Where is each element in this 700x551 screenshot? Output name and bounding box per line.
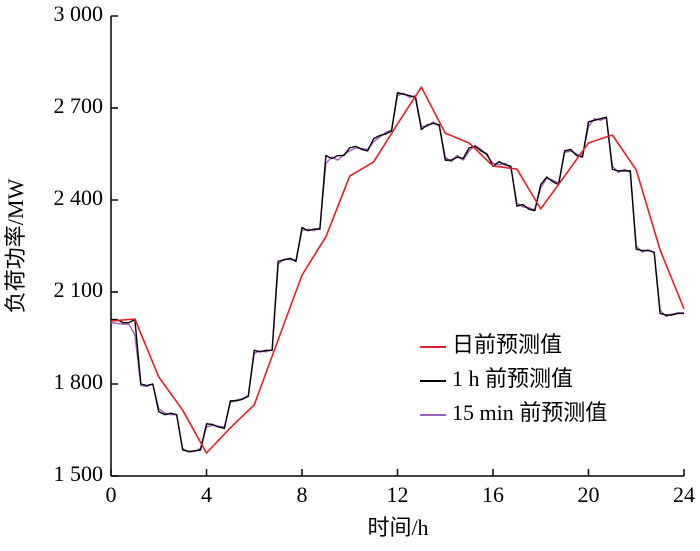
legend-label: 日前预测值	[452, 332, 562, 357]
y-tick-label: 3 000	[54, 1, 104, 26]
x-tick-label: 20	[578, 482, 600, 507]
series-line	[111, 91, 684, 453]
y-axis-title: 负荷功率/MW	[3, 179, 28, 314]
y-tick-label: 1 800	[54, 369, 104, 394]
x-tick-label: 8	[297, 482, 308, 507]
y-tick-label: 1 500	[54, 461, 104, 486]
x-tick-label: 4	[201, 482, 212, 507]
series-line	[110, 92, 684, 453]
series-line	[110, 86, 685, 454]
x-tick-label: 12	[387, 482, 409, 507]
y-tick-label: 2 400	[54, 185, 104, 210]
legend-label: 15 min 前预测值	[452, 400, 607, 425]
x-tick-label: 24	[673, 482, 695, 507]
x-tick-label: 0	[106, 482, 117, 507]
y-tick-label: 2 100	[54, 277, 104, 302]
x-tick-label: 16	[482, 482, 504, 507]
y-tick-label: 2 700	[54, 93, 104, 118]
legend-label: 1 h 前预测值	[452, 366, 573, 391]
x-axis-title: 时间/h	[367, 515, 428, 540]
